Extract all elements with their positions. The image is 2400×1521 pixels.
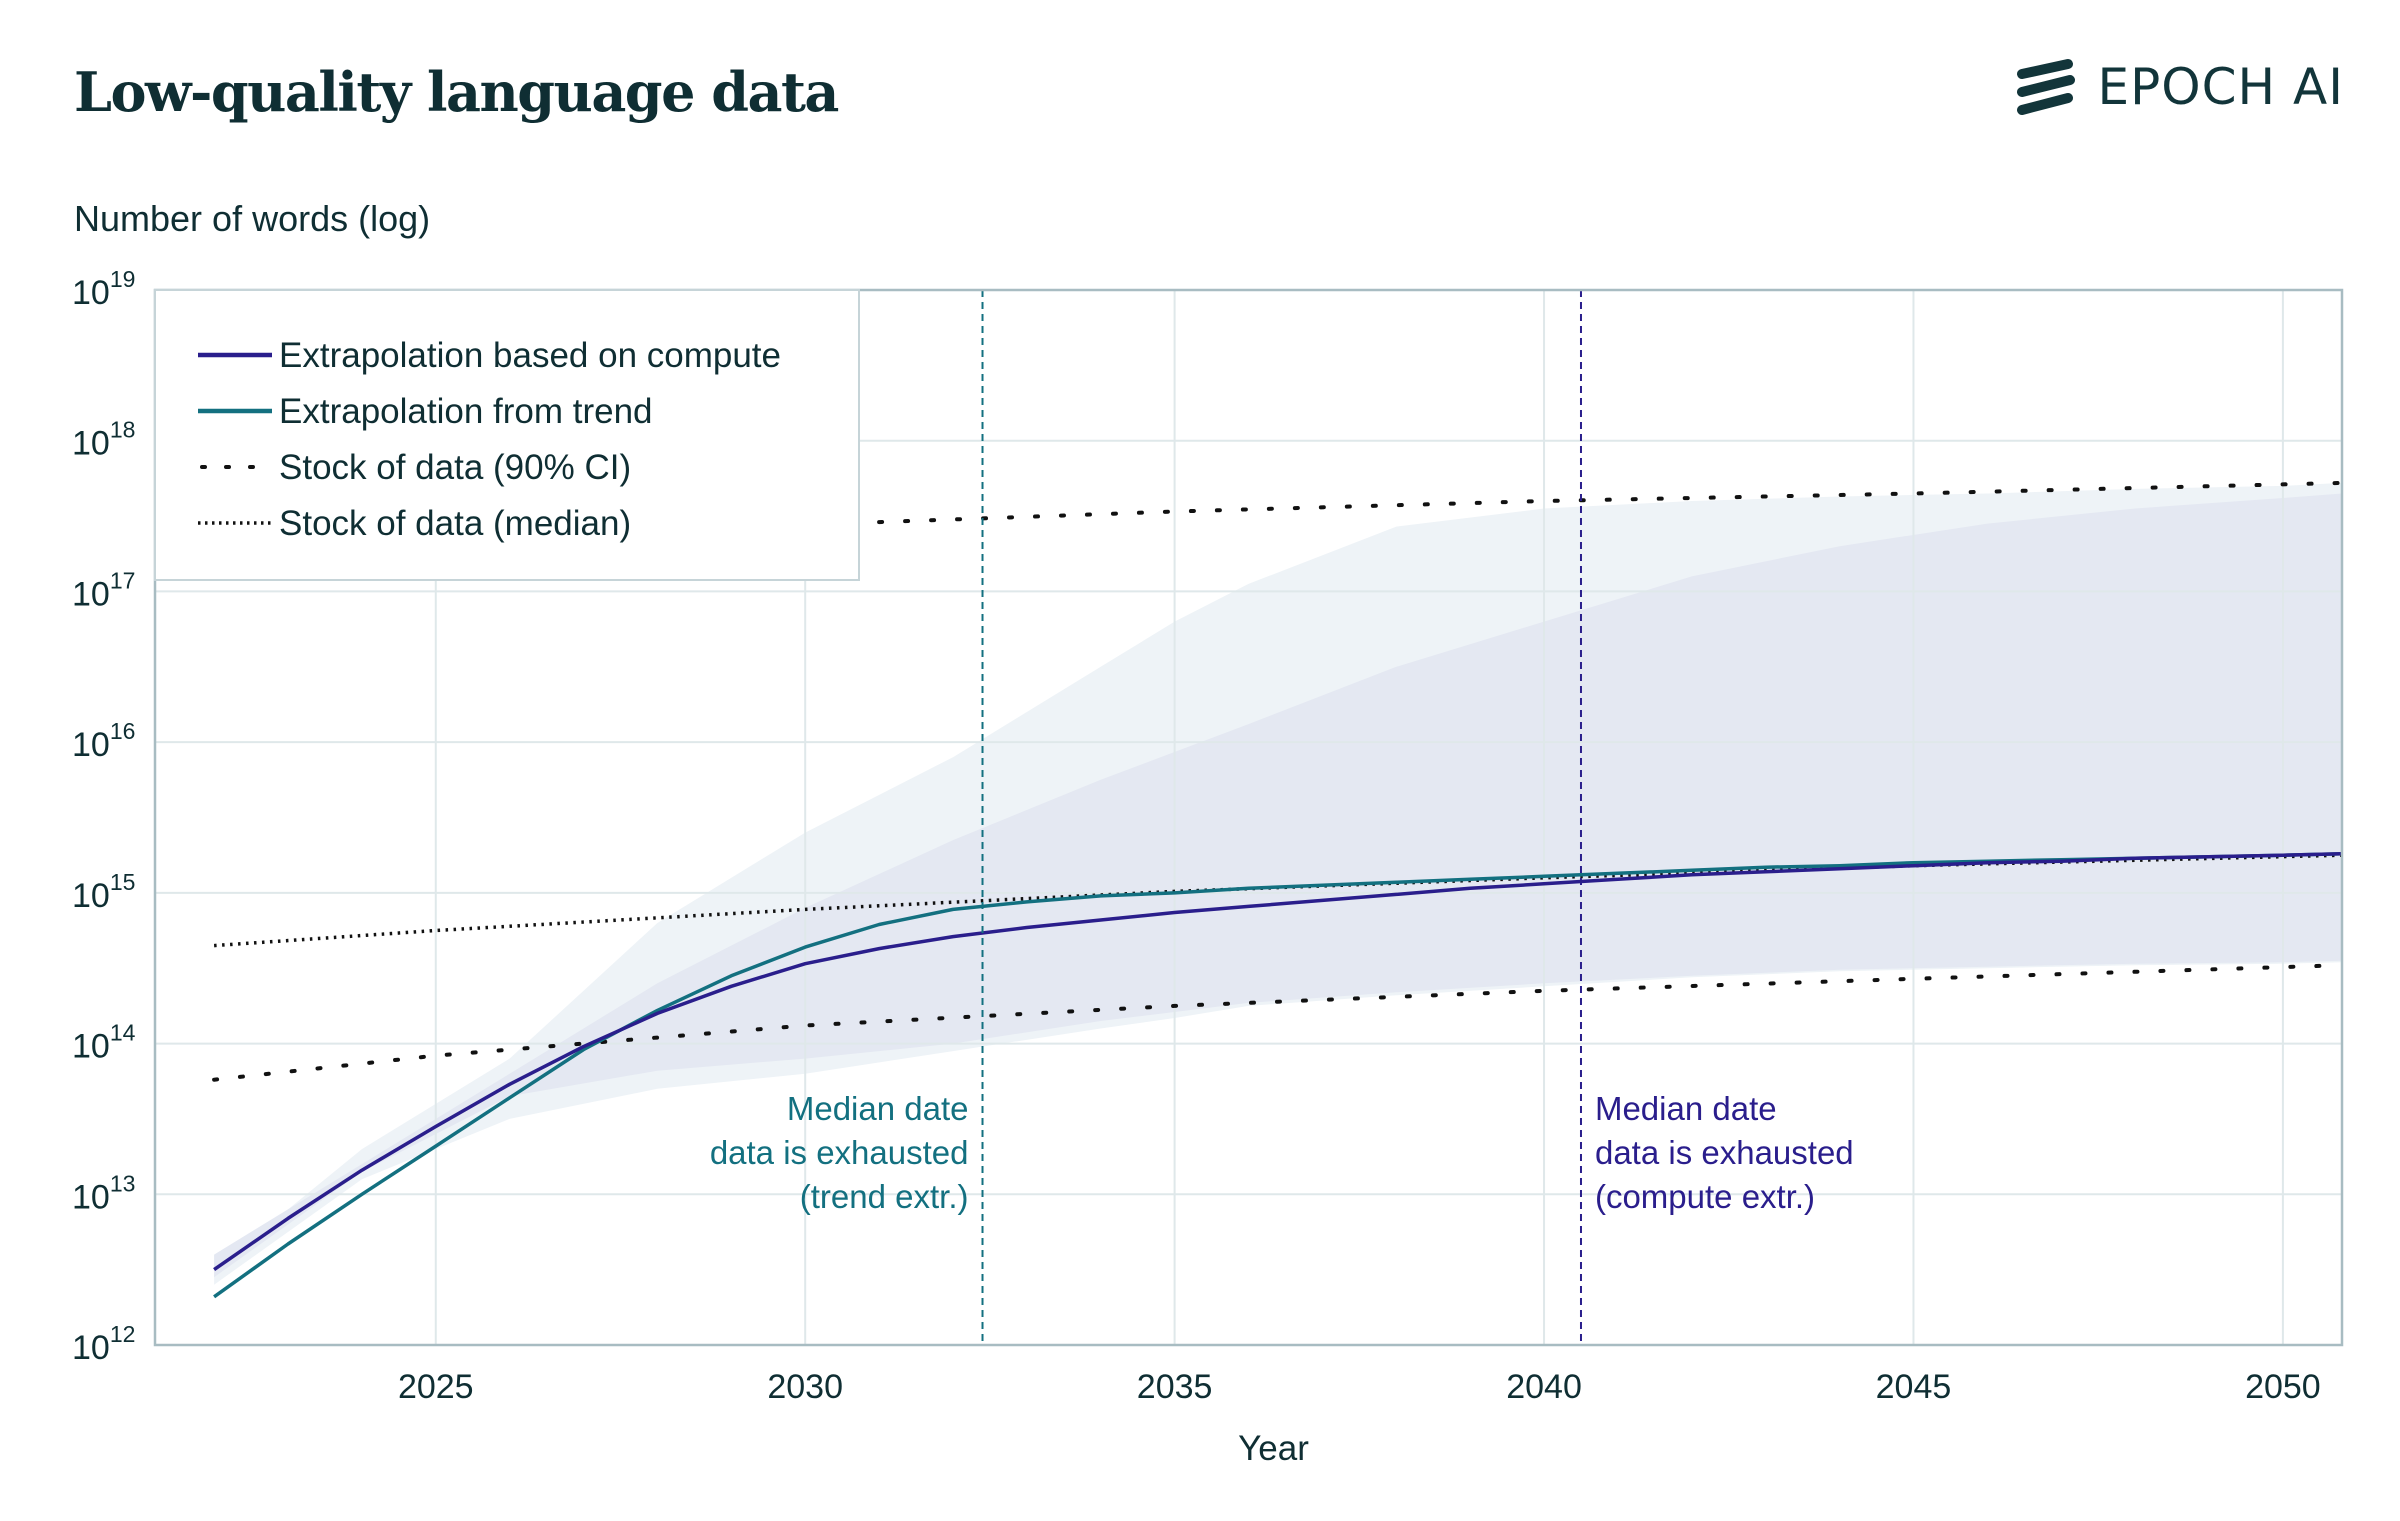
x-tick-label: 2030 — [767, 1368, 843, 1406]
y-tick-label: 1014 — [72, 1020, 136, 1066]
y-tick-label: 1012 — [72, 1321, 135, 1367]
chart-title: Low-quality language data — [74, 60, 839, 124]
annotation-trend-line-2: (trend extr.) — [800, 1178, 969, 1215]
legend-label-0: Extrapolation based on compute — [279, 336, 781, 375]
y-tick-labels: 1012 1013 1014 1015 1016 1017 1018 1019 — [72, 266, 136, 1367]
x-tick-labels: 2025 2030 2035 2040 2045 2050 — [398, 1368, 2321, 1406]
legend-label-2: Stock of data (90% CI) — [279, 448, 631, 487]
annotation-trend-line-1: data is exhausted — [710, 1134, 969, 1171]
annotation-compute-line-0: Median date — [1595, 1090, 1777, 1127]
series-stock-of-data-90-ci-lower — [212, 963, 2344, 1082]
exhaustion-lines — [981, 290, 1582, 1345]
plot-frame — [153, 288, 2344, 1347]
x-tick-label: 2035 — [1137, 1368, 1213, 1406]
y-axis-label: Number of words (log) — [74, 198, 431, 239]
brand-name: EPOCH AI — [2097, 58, 2344, 116]
annotation-compute-line-1: data is exhausted — [1595, 1134, 1854, 1171]
epoch-logo-icon — [2016, 59, 2075, 115]
legend-label-3: Stock of data (median) — [279, 504, 631, 543]
x-tick-label: 2025 — [398, 1368, 474, 1406]
annotation-trend-line-0: Median date — [787, 1090, 969, 1127]
y-tick-label: 1016 — [72, 718, 135, 764]
y-tick-label: 1018 — [72, 417, 135, 463]
legend-box — [154, 289, 860, 581]
x-axis-label: Year — [1238, 1429, 1309, 1468]
series-extrapolation-based-on-compute — [213, 851, 2343, 1272]
legend-label-1: Extrapolation from trend — [279, 392, 653, 431]
y-tick-label: 1013 — [72, 1170, 135, 1216]
annotations: Median date data is exhausted (trend extr.… — [710, 1090, 1854, 1215]
series-lines — [212, 480, 2344, 1299]
x-tick-label: 2040 — [1506, 1368, 1582, 1406]
y-tick-label: 1017 — [72, 567, 135, 613]
annotation-compute-line-2: (compute extr.) — [1595, 1178, 1815, 1215]
confidence-bands — [214, 482, 2342, 1285]
brand-logo: EPOCH AI — [2014, 58, 2344, 116]
x-tick-label: 2045 — [1876, 1368, 1952, 1406]
y-tick-label: 1019 — [72, 266, 135, 312]
legend: Extrapolation based on compute Extrapolat… — [154, 289, 860, 581]
x-tick-label: 2050 — [2245, 1368, 2321, 1406]
y-tick-label: 1015 — [72, 869, 135, 915]
